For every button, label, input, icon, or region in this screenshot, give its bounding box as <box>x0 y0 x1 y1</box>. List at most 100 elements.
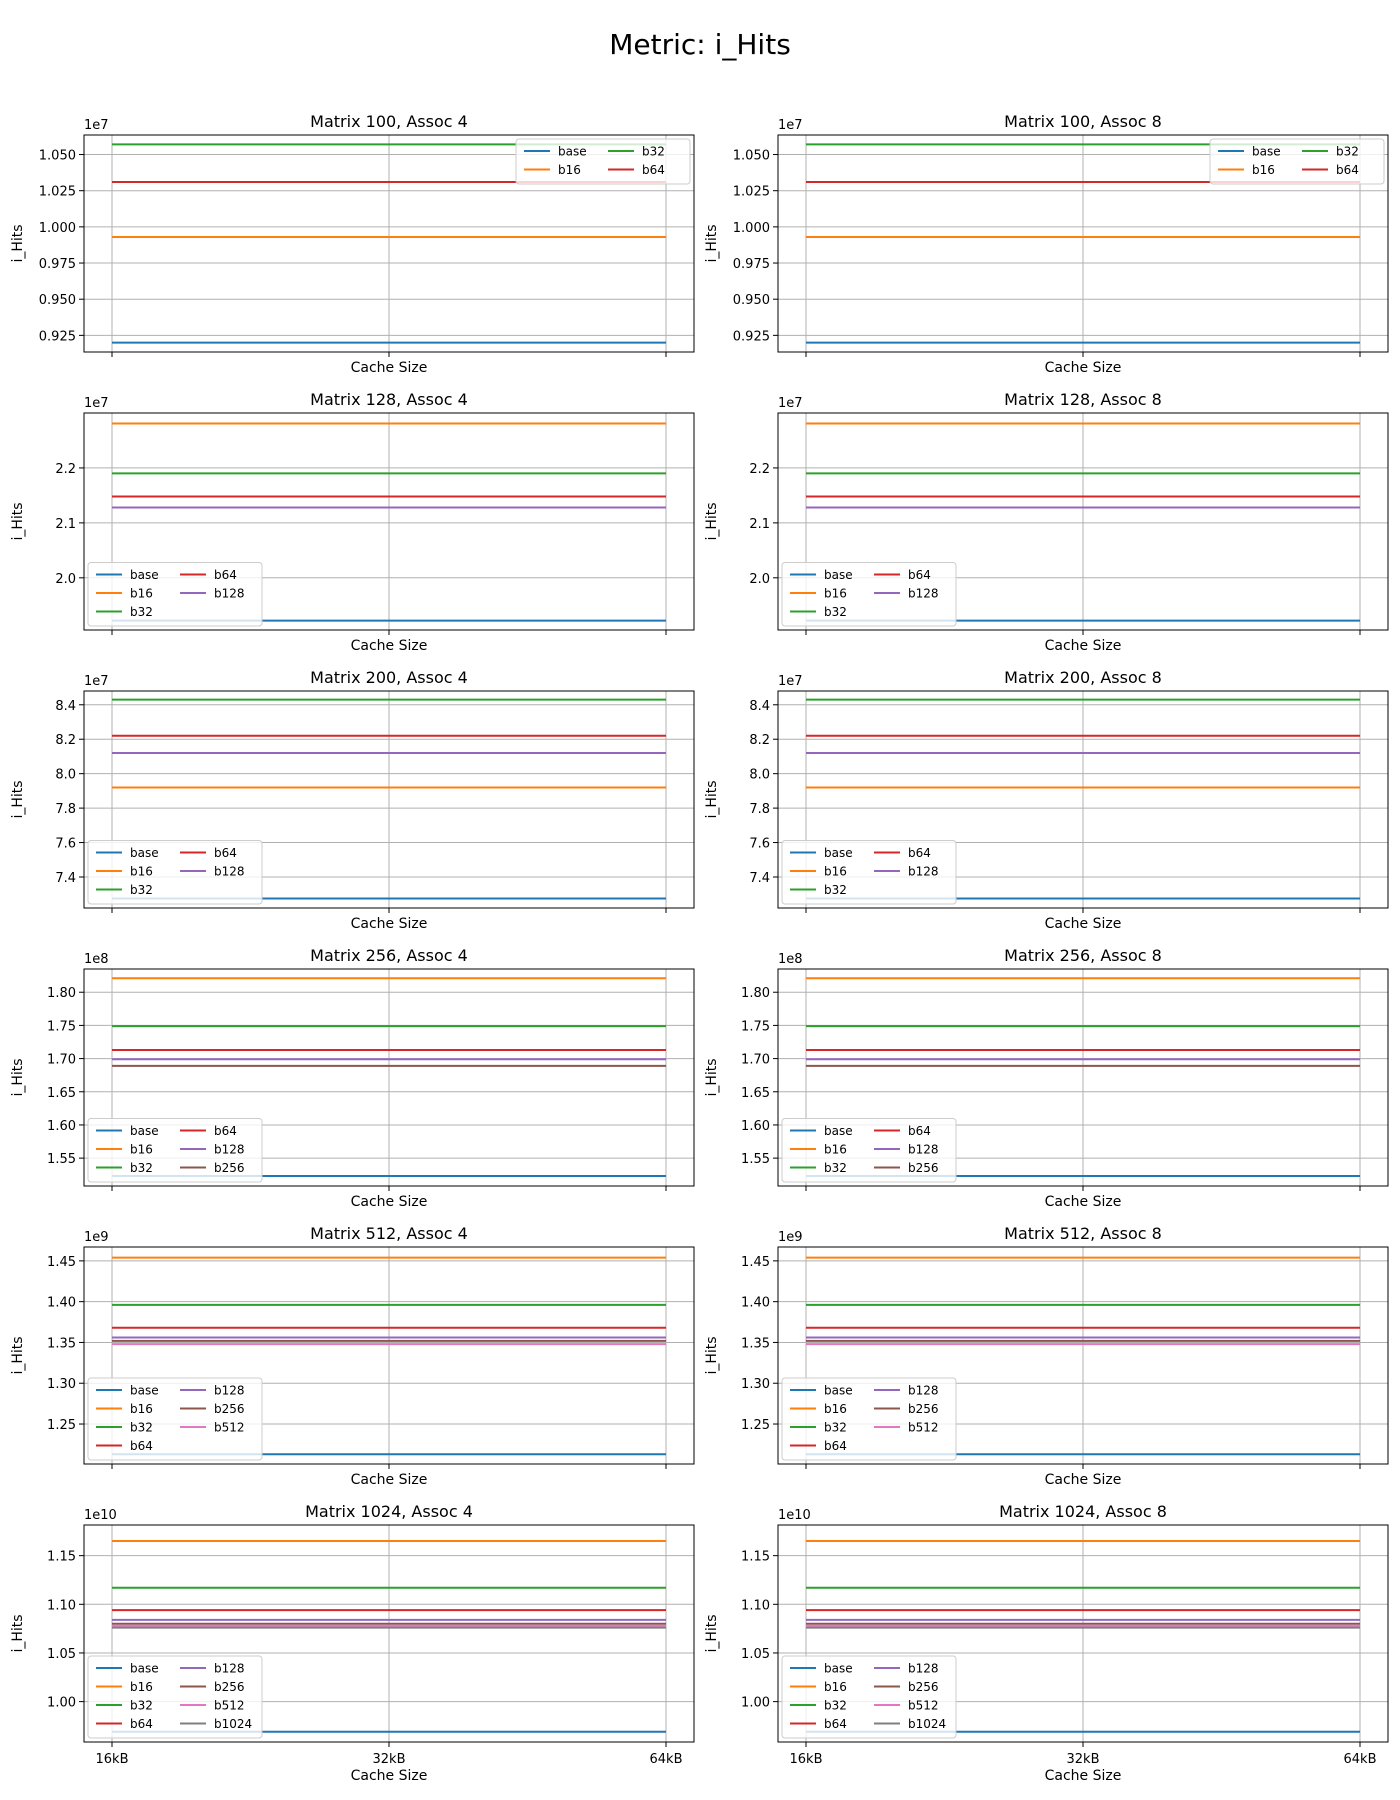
legend-label-base: base <box>824 1124 853 1138</box>
legend-label-b64: b64 <box>214 1124 237 1138</box>
y-tick-label: 7.8 <box>55 802 76 817</box>
y-axis-label: i_Hits <box>704 224 720 262</box>
y-tick-label: 1.15 <box>47 1550 76 1565</box>
x-axis-label: Cache Size <box>1045 1194 1122 1210</box>
y-tick-label: 2.1 <box>749 517 770 532</box>
y-tick-label: 0.925 <box>39 329 76 344</box>
legend-label-b64: b64 <box>642 163 665 177</box>
figure-title: Metric: i_Hits <box>609 28 791 61</box>
legend-label-b32: b32 <box>130 1699 153 1713</box>
subplot-title: Matrix 256, Assoc 8 <box>1004 946 1162 965</box>
subplot-11: Matrix 1024, Assoc 4 1.00 1.05 1.10 1.15 16kB… <box>10 1502 695 1784</box>
subplot-title: Matrix 512, Assoc 4 <box>310 1224 468 1243</box>
y-tick-label: 1.60 <box>47 1119 76 1134</box>
x-axis-label: Cache Size <box>351 638 428 654</box>
y-tick-label: 1.15 <box>741 1550 770 1565</box>
x-axis-label: Cache Size <box>1045 1768 1122 1784</box>
y-tick-label: 8.4 <box>55 699 76 714</box>
y-tick-label: 8.4 <box>749 699 770 714</box>
y-tick-label: 1.05 <box>47 1647 76 1662</box>
y-tick-label: 1.55 <box>47 1152 76 1167</box>
legend-label-b64: b64 <box>1336 163 1359 177</box>
y-offset-label: 1e7 <box>778 118 803 133</box>
legend-label-b512: b512 <box>214 1699 245 1713</box>
legend-label-b16: b16 <box>130 865 153 879</box>
legend-label-b16: b16 <box>824 865 847 879</box>
subplot-7: Matrix 256, Assoc 4 1.55 1.60 1.65 1.70 1.75 1… <box>10 946 695 1210</box>
y-tick-label: 2.2 <box>55 462 76 477</box>
y-offset-label: 1e8 <box>84 952 109 967</box>
legend-label-b64: b64 <box>130 1439 153 1453</box>
y-tick-label: 1.55 <box>741 1152 770 1167</box>
y-tick-label: 1.60 <box>741 1119 770 1134</box>
legend-label-b32: b32 <box>824 883 847 897</box>
legend-label-b32: b32 <box>1336 145 1359 159</box>
y-axis-label: i_Hits <box>10 224 26 262</box>
subplot-title: Matrix 256, Assoc 4 <box>310 946 468 965</box>
y-tick-label: 1.80 <box>47 986 76 1001</box>
y-tick-label: 1.30 <box>741 1377 770 1392</box>
legend-label-b16: b16 <box>824 1143 847 1157</box>
y-offset-label: 1e9 <box>778 1230 803 1245</box>
subplot-title: Matrix 1024, Assoc 4 <box>305 1502 473 1521</box>
y-tick-label: 1.10 <box>741 1598 770 1613</box>
legend-label-b64: b64 <box>824 1439 847 1453</box>
legend: base b16 b32 b64 b128 <box>781 562 957 627</box>
x-axis-label: Cache Size <box>351 1194 428 1210</box>
y-axis-label: i_Hits <box>704 1058 720 1096</box>
y-tick-label: 1.10 <box>47 1598 76 1613</box>
y-tick-label: 1.80 <box>741 986 770 1001</box>
y-offset-label: 1e7 <box>84 674 109 689</box>
legend-label-b128: b128 <box>214 1143 245 1157</box>
legend-label-b64: b64 <box>908 846 931 860</box>
legend-label-b128: b128 <box>908 1143 939 1157</box>
legend-box <box>781 1118 957 1183</box>
y-tick-label: 1.00 <box>47 1696 76 1711</box>
subplot-title: Matrix 100, Assoc 8 <box>1004 112 1162 131</box>
legend-label-b128: b128 <box>908 587 939 601</box>
legend-label-b32: b32 <box>824 605 847 619</box>
y-tick-label: 0.950 <box>39 293 76 308</box>
legend-box <box>87 1377 263 1461</box>
subplot-title: Matrix 100, Assoc 4 <box>310 112 468 131</box>
legend-label-base: base <box>1252 145 1281 159</box>
y-offset-label: 1e7 <box>84 396 109 411</box>
legend-label-b256: b256 <box>214 1161 245 1175</box>
legend: base b16 b32 b64 <box>515 138 691 185</box>
legend-label-b128: b128 <box>908 1384 939 1398</box>
legend-label-b512: b512 <box>908 1699 939 1713</box>
legend: base b16 b32 b64 b128 b256 <box>781 1118 957 1183</box>
y-tick-label: 1.65 <box>741 1086 770 1101</box>
subplot-12: Matrix 1024, Assoc 8 1.00 1.05 1.10 1.15 16kB… <box>704 1502 1389 1784</box>
legend-label-b64: b64 <box>908 568 931 582</box>
legend-label-b512: b512 <box>214 1421 245 1435</box>
legend-label-b64: b64 <box>130 1717 153 1731</box>
y-tick-label: 1.35 <box>741 1336 770 1351</box>
x-tick-label: 32kB <box>1067 1752 1100 1767</box>
y-axis-label: i_Hits <box>10 502 26 540</box>
y-tick-label: 0.950 <box>733 293 770 308</box>
legend-label-b32: b32 <box>130 883 153 897</box>
y-tick-label: 1.25 <box>741 1418 770 1433</box>
legend-label-b32: b32 <box>824 1421 847 1435</box>
legend-label-base: base <box>824 568 853 582</box>
y-tick-label: 1.00 <box>741 1696 770 1711</box>
legend-label-base: base <box>824 846 853 860</box>
x-axis-label: Cache Size <box>1045 638 1122 654</box>
legend: base b16 b32 b64 b128 <box>87 840 263 905</box>
y-offset-label: 1e10 <box>778 1508 811 1523</box>
y-tick-label: 8.2 <box>55 733 76 748</box>
legend-label-base: base <box>558 145 587 159</box>
x-axis-label: Cache Size <box>1045 360 1122 376</box>
legend-label-b32: b32 <box>642 145 665 159</box>
legend-label-base: base <box>130 568 159 582</box>
y-tick-label: 1.000 <box>39 221 76 236</box>
x-axis-label: Cache Size <box>1045 916 1122 932</box>
y-axis-label: i_Hits <box>704 780 720 818</box>
legend: base b16 b32 b64 b128 b256 b512 b1024 <box>87 1655 263 1739</box>
y-offset-label: 1e9 <box>84 1230 109 1245</box>
legend: base b16 b32 b64 b128 b256 b512 b1024 <box>781 1655 957 1739</box>
legend: base b16 b32 b64 b128 b256 b512 <box>781 1377 957 1461</box>
legend-label-b256: b256 <box>908 1161 939 1175</box>
